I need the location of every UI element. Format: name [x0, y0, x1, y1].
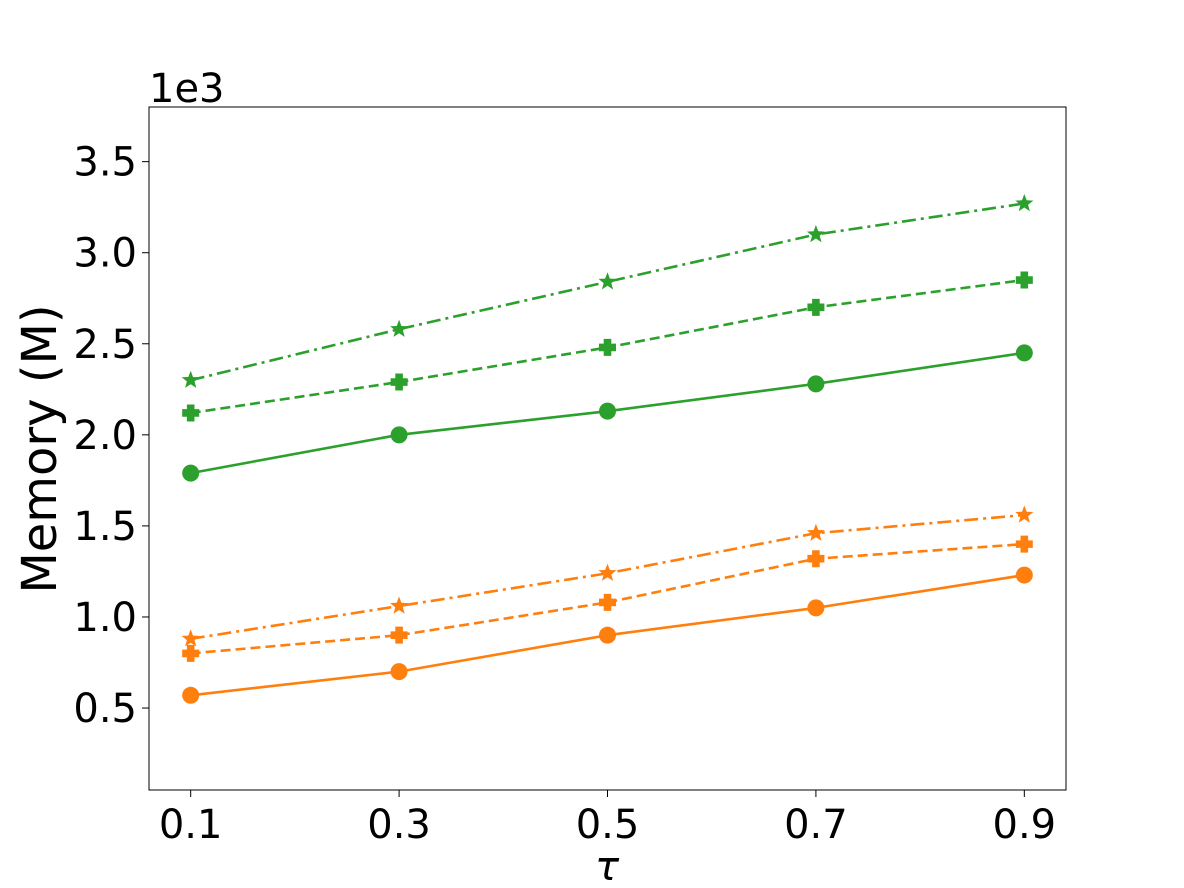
data-point-s1-0	[182, 404, 200, 422]
data-point-s3-1	[390, 596, 409, 614]
data-point-s2-4	[1015, 344, 1033, 362]
y-tick-label: 2.5	[73, 322, 137, 368]
data-point-s5-4	[1015, 566, 1033, 584]
data-point-s4-2	[599, 593, 616, 611]
data-point-s3-4	[1015, 505, 1034, 523]
data-point-s1-2	[599, 338, 616, 356]
data-point-s2-0	[182, 464, 200, 482]
data-point-s0-0	[181, 370, 200, 388]
data-point-s5-3	[807, 599, 825, 617]
data-point-s4-0	[182, 644, 200, 662]
data-point-s5-2	[599, 626, 616, 644]
data-point-s0-1	[390, 319, 409, 337]
y-tick-label: 2.0	[73, 413, 137, 459]
data-point-s0-4	[1015, 194, 1034, 212]
x-tick-label: 0.9	[993, 802, 1057, 848]
y-tick-label: 3.5	[73, 140, 137, 186]
data-point-s2-2	[599, 402, 616, 420]
x-tick-label: 0.7	[784, 802, 848, 848]
data-point-s0-3	[806, 225, 825, 243]
x-tick-label: 0.3	[367, 802, 431, 848]
data-point-s1-3	[807, 298, 825, 316]
data-point-s3-2	[598, 563, 617, 581]
data-point-s3-3	[806, 523, 825, 541]
data-point-s0-2	[598, 272, 617, 290]
data-point-s1-4	[1015, 271, 1033, 289]
data-point-s5-0	[182, 686, 200, 704]
x-axis-label: τ	[595, 844, 620, 888]
data-point-s4-3	[807, 550, 825, 568]
chart-marks	[181, 194, 1034, 704]
data-point-s4-4	[1015, 535, 1033, 553]
x-tick-label: 0.1	[159, 802, 223, 848]
y-axis-label: Memory (M)	[12, 304, 68, 593]
x-tick-label: 0.5	[576, 802, 640, 848]
data-point-s4-1	[390, 626, 408, 644]
y-tick-label: 1.5	[73, 504, 137, 550]
chart-axes: 0.1 0.3 0.5 0.7 0.9 0.5 1.0 1.5 2.0 2.5 3.0 3.5	[73, 106, 1067, 848]
y-tick-label: 3.0	[73, 231, 137, 277]
y-tick-label: 0.5	[73, 686, 137, 732]
data-point-s5-1	[390, 663, 408, 681]
data-point-s2-3	[807, 375, 825, 393]
y-offset-label: 1e3	[149, 66, 225, 112]
data-point-s3-0	[181, 629, 200, 647]
data-point-s1-1	[390, 373, 408, 391]
series-line-3	[190, 513, 1025, 641]
y-tick-label: 1.0	[73, 595, 137, 641]
data-point-s2-1	[390, 426, 408, 444]
series-line-0	[190, 202, 1025, 382]
